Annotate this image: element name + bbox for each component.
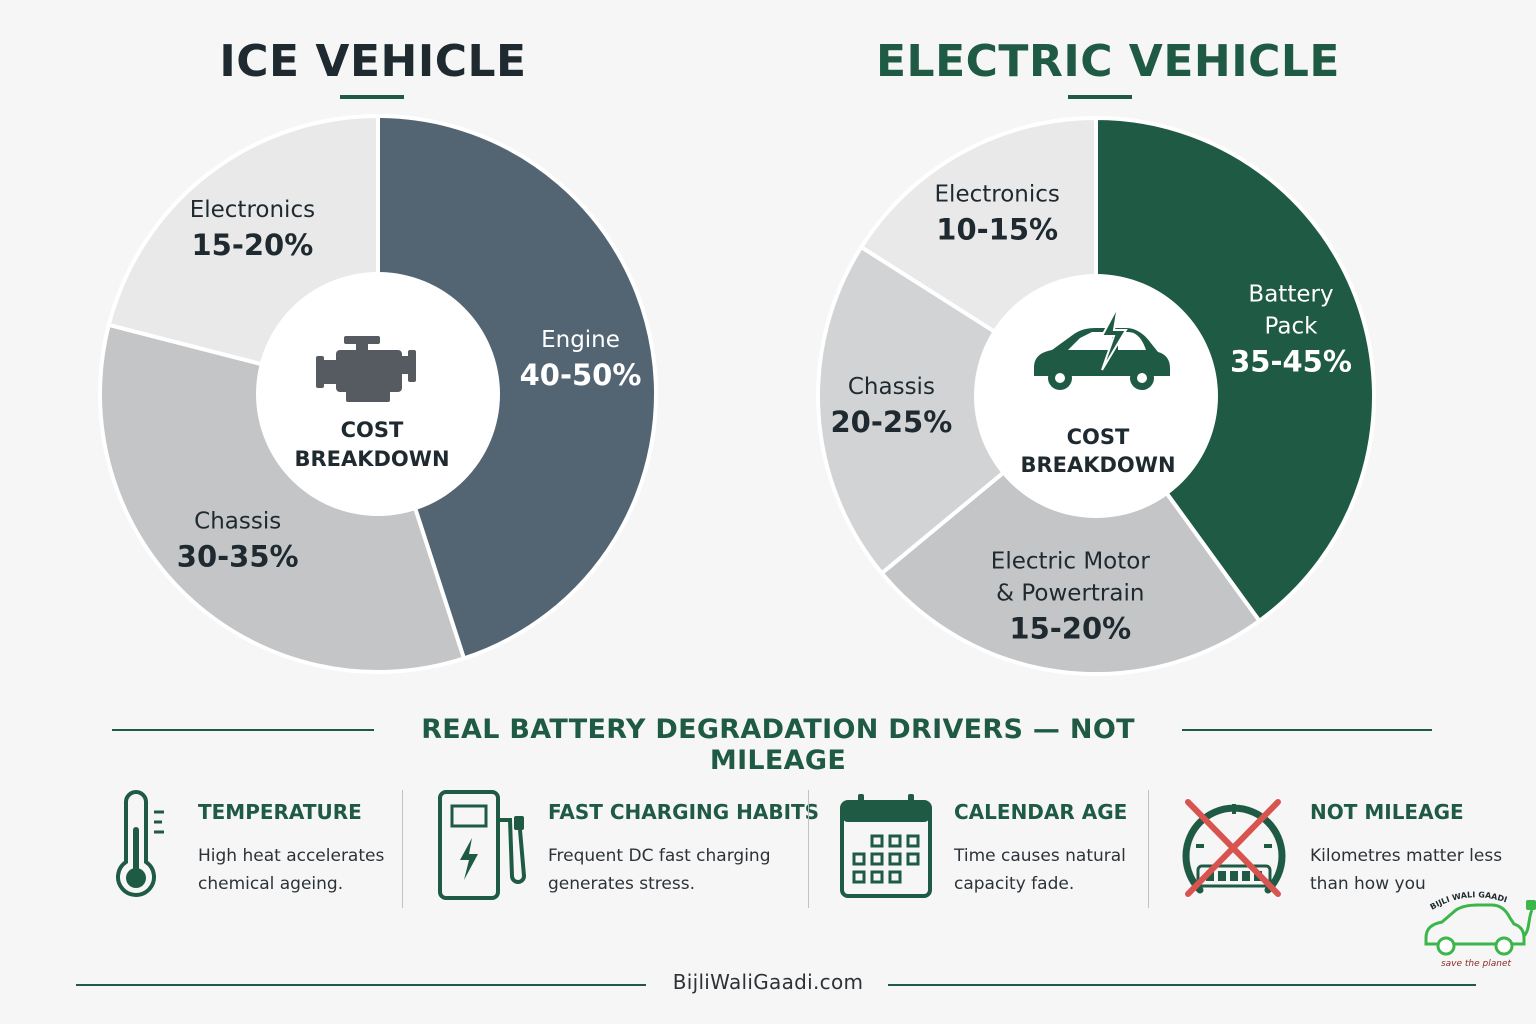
ev-slice-label: Battery <box>1248 282 1333 308</box>
ev-cost-donut-chart: COST BREAKDOWN Battery Pack 35-45% Electric… <box>816 115 1376 676</box>
ice-slice-value-label: 30-35% <box>177 539 299 573</box>
ev-donut-hole <box>974 274 1218 518</box>
ice-center-label-line2: BREAKDOWN <box>294 447 449 471</box>
ev-slice-value-label: 35-45% <box>1230 345 1352 379</box>
ev-title-rule <box>1068 95 1132 99</box>
driver-not-mileage: NOT MILEAGE Kilometres matter less than … <box>1178 790 1502 908</box>
ev-slice-label: Electronics <box>935 181 1060 207</box>
degradation-section-heading: REAL BATTERY DEGRADATION DRIVERS — NOT M… <box>421 714 1135 776</box>
ice-title-rule <box>340 95 404 99</box>
ice-slice-label: Chassis <box>194 508 281 534</box>
driver-divider <box>1148 790 1149 908</box>
ev-center-label-line1: COST <box>1067 425 1130 449</box>
driver-description-line: High heat accelerates <box>198 846 385 866</box>
driver-description-line: Frequent DC fast charging <box>548 846 771 866</box>
driver-description: High heat accelerates chemical ageing. <box>198 842 398 898</box>
section-rule-left <box>112 729 374 731</box>
section-rule-right <box>1182 729 1432 731</box>
driver-divider <box>808 790 809 908</box>
bijli-wali-gaadi-logo: BIJLI WALI GAADI save the planet <box>1424 890 1536 969</box>
calendar-icon <box>840 794 932 898</box>
ice-slice-label: Electronics <box>190 197 315 223</box>
driver-temperature: TEMPERATURE High heat accelerates chemic… <box>112 790 402 908</box>
svg-text:BIJLI WALI GAADI: BIJLI WALI GAADI <box>1429 890 1509 911</box>
driver-description-line: Time causes natural <box>954 846 1126 866</box>
driver-description-line: capacity fade. <box>954 874 1075 894</box>
ev-slice-label: Electric Motor <box>991 548 1151 574</box>
logo-brand-text: BIJLI WALI GAADI <box>1429 890 1509 911</box>
electric-car-icon <box>1034 305 1170 390</box>
driver-calendar-age: CALENDAR AGE Time causes natural capacit… <box>838 790 1138 908</box>
driver-heading: TEMPERATURE <box>198 800 362 824</box>
ev-chart-title: ELECTRIC VEHICLE <box>875 36 1340 87</box>
ev-slice <box>816 244 1100 577</box>
ice-cost-donut-chart: COST BREAKDOWN Engine 40-50% Chassis 30-35%… <box>97 113 658 674</box>
thermometer-icon <box>116 790 164 897</box>
ice-slice-value-label: 15-20% <box>191 228 313 262</box>
driver-heading: FAST CHARGING HABITS <box>548 800 820 824</box>
ev-slice <box>878 393 1263 676</box>
engine-icon <box>316 336 416 402</box>
ev-slice-value-label: 20-25% <box>830 405 952 439</box>
driver-description: Frequent DC fast charging generates stre… <box>548 842 798 898</box>
ev-slice-label: & Powertrain <box>996 580 1144 606</box>
ev-slice-label: Chassis <box>848 374 935 400</box>
ev-center-label-line2: BREAKDOWN <box>1020 453 1175 477</box>
driver-description-line: than how you <box>1310 874 1426 894</box>
charging-station-icon <box>438 790 526 900</box>
driver-heading: CALENDAR AGE <box>954 800 1128 824</box>
driver-divider <box>402 790 403 908</box>
driver-fast-charging: FAST CHARGING HABITS Frequent DC fast ch… <box>436 790 819 908</box>
ice-slice <box>376 113 658 661</box>
crossed-odometer-icon <box>1182 799 1286 897</box>
footer-site-link[interactable]: BijliWaliGaadi.com <box>672 970 864 994</box>
driver-description-line: chemical ageing. <box>198 874 344 894</box>
ice-slice-label: Engine <box>541 327 620 353</box>
ice-chart-title: ICE VEHICLE <box>219 36 527 87</box>
ev-slice-label: Pack <box>1265 314 1319 340</box>
ev-slice <box>1094 115 1376 624</box>
ice-center-label-line1: COST <box>341 418 404 442</box>
driver-description-line: Kilometres matter less <box>1310 846 1503 866</box>
driver-description: Time causes natural capacity fade. <box>954 842 1154 898</box>
ev-slice-value-label: 10-15% <box>936 212 1058 246</box>
footer-rule-right <box>888 984 1476 986</box>
ev-slice-value-label: 15-20% <box>1009 611 1131 645</box>
logo-tagline: save the planet <box>1441 959 1512 969</box>
driver-description-line: generates stress. <box>548 874 695 894</box>
driver-heading: NOT MILEAGE <box>1310 800 1464 824</box>
ice-slice-value-label: 40-50% <box>520 358 642 392</box>
driver-description: Kilometres matter less than how you <box>1310 842 1510 898</box>
footer-rule-left <box>76 984 646 986</box>
